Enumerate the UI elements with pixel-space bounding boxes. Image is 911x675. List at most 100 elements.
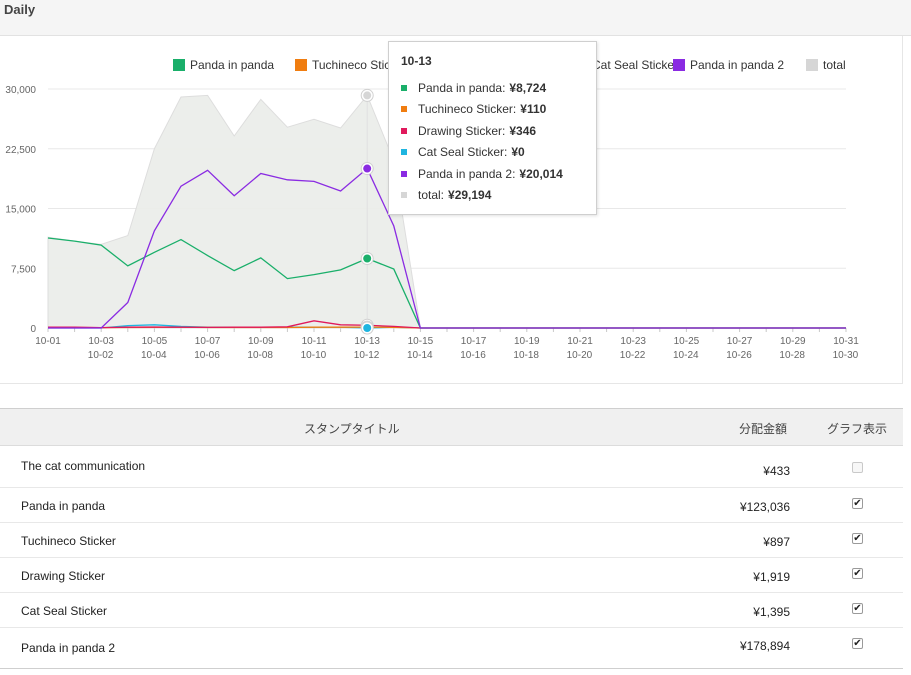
tooltip-row: Drawing Sticker: ¥346 bbox=[401, 123, 536, 139]
x-tick-label: 10-07 bbox=[195, 336, 221, 347]
tooltip-date: 10-13 bbox=[401, 54, 432, 68]
tooltip-row: Panda in panda 2: ¥20,014 bbox=[401, 166, 563, 182]
graph-toggle-checkbox[interactable]: ✔ bbox=[852, 567, 863, 579]
x-tick-label: 10-30 bbox=[833, 350, 859, 361]
y-tick-label: 22,500 bbox=[5, 145, 36, 156]
legend-label: Panda in panda bbox=[190, 58, 274, 72]
daily-chart: 0 7,500 15,000 22,500 30,000 10-01 10-02 10-03 1… bbox=[5, 58, 859, 361]
sticker-title: Panda in panda 2 bbox=[21, 641, 116, 655]
sticker-title: Drawing Sticker bbox=[21, 569, 106, 583]
tooltip-value: ¥0 bbox=[511, 145, 525, 159]
series-line-panda-in-panda-2 bbox=[48, 167, 846, 329]
x-tick-label: 10-27 bbox=[727, 336, 753, 347]
x-tick-label: 10-14 bbox=[407, 350, 433, 361]
graph-toggle-checkbox[interactable]: ✔ bbox=[852, 497, 863, 509]
x-tick-label: 10-08 bbox=[247, 350, 273, 361]
x-tick-label: 10-12 bbox=[354, 350, 380, 361]
x-tick-label: 10-24 bbox=[673, 350, 699, 361]
series-color-marker bbox=[401, 85, 407, 91]
sticker-amount: ¥433 bbox=[763, 464, 790, 478]
tooltip-row: total: ¥29,194 bbox=[401, 187, 491, 203]
series-color-marker bbox=[401, 192, 407, 198]
page-title: Daily bbox=[4, 2, 36, 17]
legend-label: Tuchineco Sticker bbox=[312, 58, 407, 72]
tooltip-value: ¥110 bbox=[520, 102, 547, 116]
hover-marker-point bbox=[363, 254, 372, 263]
x-tick-label: 10-18 bbox=[513, 350, 539, 361]
y-tick-label: 15,000 bbox=[5, 205, 36, 216]
x-tick-label: 10-23 bbox=[620, 336, 646, 347]
x-tick-label: 10-15 bbox=[408, 336, 434, 347]
hover-marker-point bbox=[363, 164, 372, 173]
sticker-amount: ¥178,894 bbox=[739, 639, 790, 653]
table-row: The cat communication ¥433 bbox=[0, 446, 903, 488]
graph-toggle-checkbox[interactable] bbox=[852, 462, 863, 473]
series-color-marker bbox=[401, 128, 407, 134]
sticker-amount: ¥123,036 bbox=[739, 500, 790, 514]
tooltip-label: Panda in panda 2: bbox=[418, 167, 516, 181]
tooltip-row: Panda in panda: ¥8,724 bbox=[401, 80, 546, 96]
x-tick-label: 10-26 bbox=[726, 350, 752, 361]
tooltip-row: Tuchineco Sticker: ¥110 bbox=[401, 101, 546, 117]
x-tick-label: 10-03 bbox=[88, 336, 114, 347]
table-header: スタンプタイトル 分配金額 グラフ表示 bbox=[0, 408, 903, 446]
tooltip-label: total: bbox=[418, 188, 445, 202]
x-tick-label: 10-13 bbox=[354, 336, 380, 347]
series-color-marker bbox=[401, 106, 407, 112]
tooltip-row: Cat Seal Sticker: ¥0 bbox=[401, 144, 525, 160]
sticker-amount: ¥897 bbox=[763, 535, 790, 549]
tooltip-value: ¥20,014 bbox=[519, 167, 563, 181]
sticker-amount: ¥1,395 bbox=[753, 605, 790, 619]
x-tick-label: 10-21 bbox=[567, 336, 593, 347]
sticker-title: Panda in panda bbox=[21, 499, 106, 513]
x-tick-label: 10-16 bbox=[460, 350, 486, 361]
x-tick-label: 10-28 bbox=[779, 350, 805, 361]
tooltip-label: Cat Seal Sticker: bbox=[418, 145, 508, 159]
sticker-table: スタンプタイトル 分配金額 グラフ表示 The cat communicatio… bbox=[0, 408, 903, 669]
sticker-title: Tuchineco Sticker bbox=[21, 534, 116, 548]
x-tick-label: 10-29 bbox=[780, 336, 806, 347]
tooltip-label: Drawing Sticker: bbox=[418, 124, 506, 138]
x-tick-label: 10-10 bbox=[301, 350, 327, 361]
graph-toggle-checkbox[interactable]: ✔ bbox=[852, 602, 863, 614]
x-tick-label: 10-11 bbox=[302, 336, 327, 347]
column-header-title: スタンプタイトル bbox=[304, 422, 400, 436]
sticker-title: Cat Seal Sticker bbox=[21, 604, 108, 618]
tooltip-label: Panda in panda: bbox=[418, 81, 506, 95]
tooltip-value: ¥346 bbox=[509, 124, 537, 138]
y-tick-label: 0 bbox=[30, 324, 36, 335]
legend-label: Panda in panda 2 bbox=[690, 58, 784, 72]
x-tick-label: 10-01 bbox=[35, 336, 61, 347]
hover-marker-point bbox=[363, 324, 372, 332]
x-tick-label: 10-22 bbox=[620, 350, 646, 361]
series-color-marker bbox=[401, 171, 407, 177]
hover-marker-point bbox=[363, 91, 372, 100]
tooltip-value: ¥29,194 bbox=[448, 188, 492, 202]
y-tick-label: 30,000 bbox=[5, 85, 36, 96]
legend-swatch bbox=[673, 59, 685, 71]
column-header-amount: 分配金額 bbox=[739, 422, 788, 436]
chart-tooltip: 10-13 Panda in panda: ¥8,724 Tuchineco S… bbox=[388, 41, 597, 215]
graph-toggle-checkbox[interactable]: ✔ bbox=[852, 532, 863, 544]
sticker-amount: ¥1,919 bbox=[753, 570, 790, 584]
legend-label: total bbox=[823, 58, 846, 72]
graph-toggle-checkbox[interactable]: ✔ bbox=[852, 637, 863, 649]
tooltip-value: ¥8,724 bbox=[509, 81, 547, 95]
section-header: Daily bbox=[0, 0, 911, 36]
column-header-graph: グラフ表示 bbox=[827, 422, 888, 436]
table-row: Panda in panda ¥123,036 ✔ bbox=[0, 488, 903, 523]
table-row: Cat Seal Sticker ¥1,395 ✔ bbox=[0, 593, 903, 628]
table-row: Panda in panda 2 ¥178,894 ✔ bbox=[0, 628, 903, 669]
x-tick-label: 10-19 bbox=[514, 336, 540, 347]
x-tick-label: 10-17 bbox=[461, 336, 487, 347]
x-tick-label: 10-04 bbox=[141, 350, 167, 361]
legend-swatch bbox=[806, 59, 818, 71]
legend-swatch bbox=[173, 59, 185, 71]
tooltip-label: Tuchineco Sticker: bbox=[418, 102, 517, 116]
table-row: Tuchineco Sticker ¥897 ✔ bbox=[0, 523, 903, 558]
x-tick-label: 10-20 bbox=[567, 350, 593, 361]
y-tick-label: 7,500 bbox=[11, 264, 36, 275]
x-tick-label: 10-06 bbox=[194, 350, 220, 361]
x-tick-label: 10-02 bbox=[88, 350, 114, 361]
x-tick-label: 10-25 bbox=[674, 336, 700, 347]
